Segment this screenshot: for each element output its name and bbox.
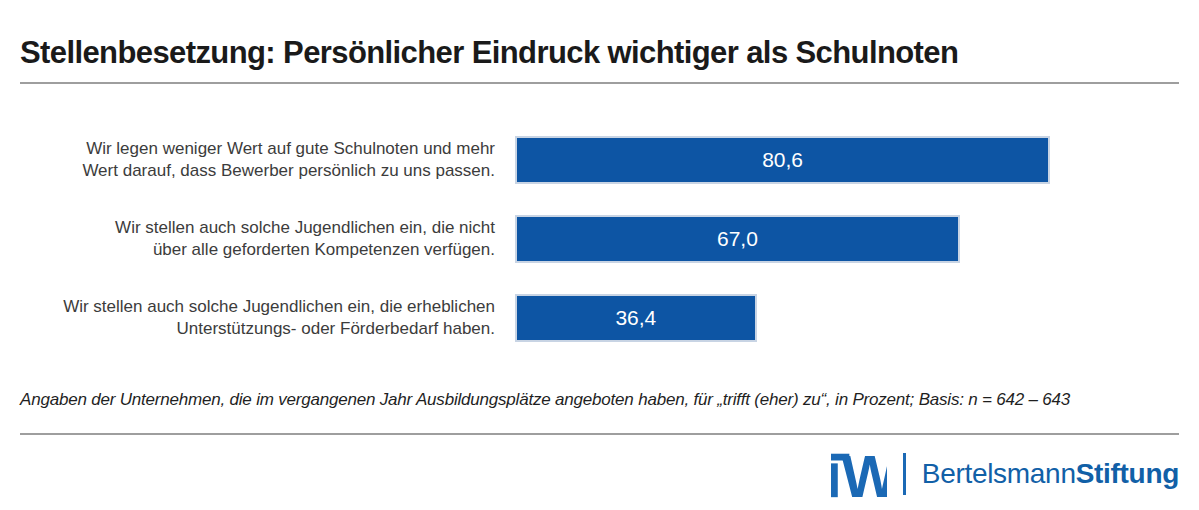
bar-category-label: Wir stellen auch solche Jugendlichen ein…: [20, 217, 515, 262]
infographic: Stellenbesetzung: Persönlicher Eindruck …: [0, 36, 1199, 503]
chart-row: Wir stellen auch solche Jugendlichen ein…: [20, 294, 1179, 342]
bar: 67,0: [515, 215, 960, 263]
page-title: Stellenbesetzung: Persönlicher Eindruck …: [20, 36, 1179, 70]
bar-category-label: Wir legen weniger Wert auf gute Schulnot…: [20, 138, 515, 183]
label-line-2: Unterstützungs- oder Förderbedarf haben.: [20, 318, 495, 340]
title-divider: [20, 82, 1179, 84]
svg-text:W: W: [841, 449, 886, 499]
footnote: Angaben der Unternehmen, die im vergange…: [20, 390, 1179, 410]
bar-track: 36,4: [515, 294, 1179, 342]
bar-value-label: 36,4: [615, 306, 656, 330]
footer-divider: [20, 433, 1179, 435]
chart-row: Wir legen weniger Wert auf gute Schulnot…: [20, 136, 1179, 184]
label-line-1: Wir legen weniger Wert auf gute Schulnot…: [20, 138, 495, 160]
bar-track: 80,6: [515, 136, 1179, 184]
iw-institut-logo-icon: W: [831, 449, 887, 499]
label-line-2: über alle geforderten Kompetenzen verfüg…: [20, 239, 495, 261]
bar-chart: Wir legen weniger Wert auf gute Schulnot…: [20, 136, 1179, 342]
brand-regular: Bertelsmann: [922, 458, 1076, 489]
bar: 80,6: [515, 136, 1050, 184]
bar: 36,4: [515, 294, 757, 342]
bar-category-label: Wir stellen auch solche Jugendlichen ein…: [20, 296, 515, 341]
bar-track: 67,0: [515, 215, 1179, 263]
label-line-2: Wert darauf, dass Bewerber persönlich zu…: [20, 160, 495, 182]
footer-logos: W BertelsmannStiftung: [20, 445, 1179, 503]
brand-bold: Stiftung: [1076, 458, 1179, 489]
bertelsmann-stiftung-logo: BertelsmannStiftung: [922, 458, 1179, 490]
bar-value-label: 80,6: [762, 148, 803, 172]
bar-value-label: 67,0: [717, 227, 758, 251]
label-line-1: Wir stellen auch solche Jugendlichen ein…: [20, 217, 495, 239]
logo-separator: [903, 453, 906, 495]
chart-row: Wir stellen auch solche Jugendlichen ein…: [20, 215, 1179, 263]
label-line-1: Wir stellen auch solche Jugendlichen ein…: [20, 296, 495, 318]
